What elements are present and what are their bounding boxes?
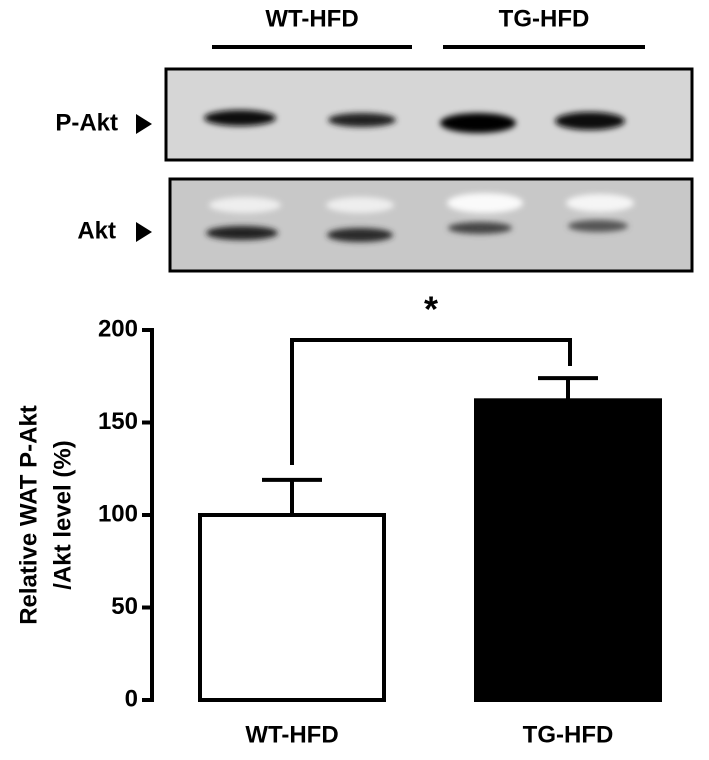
group-label: TG-HFD (499, 5, 590, 32)
band-label: Akt (77, 217, 116, 244)
bar (198, 513, 386, 702)
x-tick-label: TG-HFD (523, 721, 614, 748)
bands (204, 110, 625, 133)
bar (474, 398, 662, 702)
band-label: P-Akt (55, 109, 118, 136)
significance-bracket (290, 338, 572, 465)
significance: * (424, 289, 438, 330)
bands (206, 193, 634, 242)
y-tick-label: 0 (125, 685, 138, 712)
y-tick-label: 100 (98, 500, 138, 527)
arrow (136, 222, 152, 242)
y-tick-label: 200 (98, 315, 138, 342)
y-axis-title: Relative WAT P-Akt (15, 405, 42, 625)
x-tick-label: WT-HFD (245, 721, 338, 748)
y-tick-label: 150 (98, 408, 138, 435)
group-label: WT-HFD (265, 5, 358, 32)
y-axis-title: /Akt level (%) (49, 440, 76, 589)
arrow (136, 114, 152, 134)
y-tick-label: 50 (111, 593, 138, 620)
